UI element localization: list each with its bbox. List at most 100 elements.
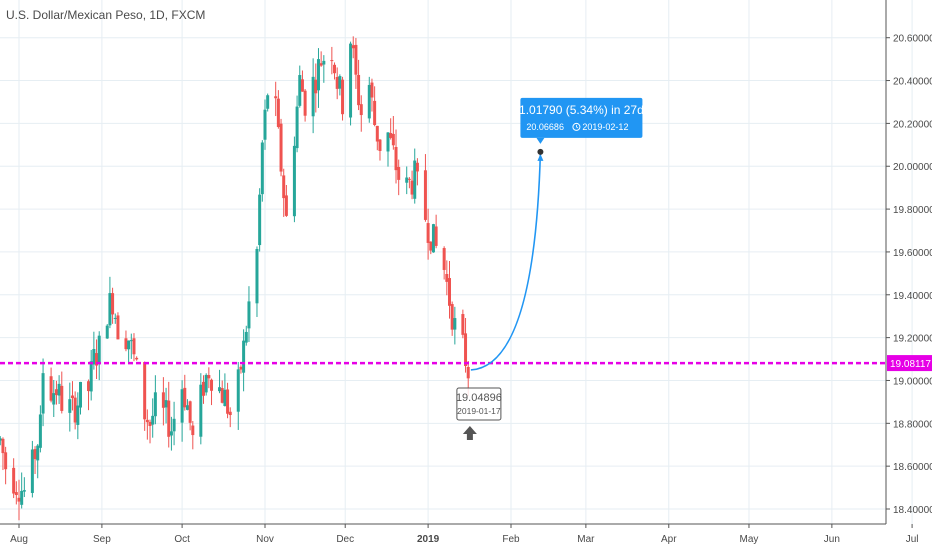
candle-body[interactable] — [450, 304, 454, 330]
candle-body[interactable] — [38, 414, 42, 448]
candle-body[interactable] — [279, 123, 283, 172]
candle-body[interactable] — [124, 338, 128, 350]
candle-body[interactable] — [276, 98, 280, 127]
candle-body[interactable] — [111, 293, 115, 315]
candle-body[interactable] — [116, 315, 120, 340]
candle-body[interactable] — [274, 96, 278, 99]
candle-body[interactable] — [132, 338, 136, 355]
candle-body[interactable] — [164, 400, 168, 408]
candle-body[interactable] — [41, 373, 45, 414]
candle-body[interactable] — [292, 145, 296, 217]
candle-body[interactable] — [188, 401, 192, 423]
candle-body[interactable] — [445, 273, 449, 282]
candle-body[interactable] — [161, 392, 165, 408]
candle-body[interactable] — [92, 348, 96, 365]
candle-body[interactable] — [30, 449, 34, 493]
candle-body[interactable] — [105, 325, 109, 339]
candle-body[interactable] — [244, 331, 248, 343]
candle-body[interactable] — [429, 241, 433, 251]
candle-body[interactable] — [54, 389, 58, 396]
candle-body[interactable] — [95, 353, 99, 366]
candle-body[interactable] — [113, 317, 117, 319]
candle-body[interactable] — [413, 160, 417, 199]
candle-body[interactable] — [255, 249, 259, 304]
candle-body[interactable] — [386, 132, 390, 152]
candle-body[interactable] — [143, 362, 147, 420]
candle-body[interactable] — [0, 438, 2, 441]
candle-body[interactable] — [453, 318, 457, 330]
projection-curve[interactable] — [470, 151, 542, 371]
candle-body[interactable] — [210, 379, 214, 391]
candle-body[interactable] — [266, 95, 270, 109]
candle-body[interactable] — [322, 60, 326, 65]
candle-body[interactable] — [373, 100, 377, 125]
candle-body[interactable] — [153, 392, 157, 417]
candle-body[interactable] — [260, 142, 264, 195]
candle-body[interactable] — [12, 467, 16, 494]
candle-body[interactable] — [79, 381, 82, 408]
candle-body[interactable] — [338, 76, 342, 89]
candle-body[interactable] — [284, 195, 288, 216]
candle-body[interactable] — [316, 59, 320, 91]
candle-body[interactable] — [49, 376, 53, 401]
candle-body[interactable] — [223, 389, 227, 407]
candle-body[interactable] — [129, 340, 133, 342]
candle-body[interactable] — [70, 395, 74, 399]
candle-body[interactable] — [73, 397, 77, 423]
candle-body[interactable] — [14, 492, 18, 496]
candle-body[interactable] — [247, 301, 251, 329]
candle-body[interactable] — [367, 84, 371, 119]
candle-body[interactable] — [330, 60, 334, 62]
candle-body[interactable] — [434, 226, 438, 246]
candle-body[interactable] — [354, 44, 358, 75]
candle-body[interactable] — [22, 490, 26, 492]
candle-body[interactable] — [145, 419, 149, 423]
projection-end-point[interactable] — [537, 148, 544, 155]
candle-body[interactable] — [226, 389, 230, 414]
candle-body[interactable] — [426, 223, 430, 243]
candle-body[interactable] — [349, 43, 353, 118]
candle-body[interactable] — [239, 366, 243, 370]
candle-body[interactable] — [442, 248, 446, 270]
candle-body[interactable] — [466, 367, 470, 379]
candle-body[interactable] — [135, 357, 139, 360]
candle-body[interactable] — [151, 415, 155, 425]
candle-body[interactable] — [410, 180, 414, 195]
candle-body[interactable] — [204, 374, 208, 393]
candle-body[interactable] — [357, 74, 361, 106]
candle-body[interactable] — [359, 104, 363, 116]
candle-body[interactable] — [335, 77, 339, 89]
candle-body[interactable] — [76, 405, 80, 425]
candle-body[interactable] — [202, 381, 205, 396]
candle-body[interactable] — [461, 314, 465, 335]
candle-body[interactable] — [33, 449, 37, 460]
candle-body[interactable] — [397, 166, 401, 180]
candle-body[interactable] — [127, 340, 131, 350]
candle-body[interactable] — [17, 497, 21, 502]
candle-body[interactable] — [191, 425, 195, 436]
candle-body[interactable] — [236, 369, 240, 412]
candle-body[interactable] — [333, 64, 337, 74]
candle-body[interactable] — [57, 383, 61, 396]
candle-body[interactable] — [218, 387, 222, 392]
candle-body[interactable] — [180, 389, 184, 423]
candle-body[interactable] — [415, 162, 419, 172]
candle-body[interactable] — [87, 381, 91, 392]
candle-body[interactable] — [300, 79, 304, 92]
candle-body[interactable] — [405, 177, 409, 183]
candle-body[interactable] — [185, 405, 189, 410]
candle-body[interactable] — [258, 194, 262, 246]
candle-body[interactable] — [97, 335, 101, 365]
candle-body[interactable] — [89, 361, 93, 392]
candle-body[interactable] — [207, 375, 211, 379]
candle-body[interactable] — [20, 490, 24, 505]
candle-body[interactable] — [311, 76, 315, 117]
candle-body[interactable] — [295, 106, 299, 149]
candle-body[interactable] — [314, 79, 318, 94]
candle-body[interactable] — [375, 125, 379, 142]
candle-body[interactable] — [431, 224, 435, 253]
candle-body[interactable] — [36, 445, 40, 461]
candle-body[interactable] — [172, 418, 176, 432]
candle-body[interactable] — [464, 333, 468, 367]
